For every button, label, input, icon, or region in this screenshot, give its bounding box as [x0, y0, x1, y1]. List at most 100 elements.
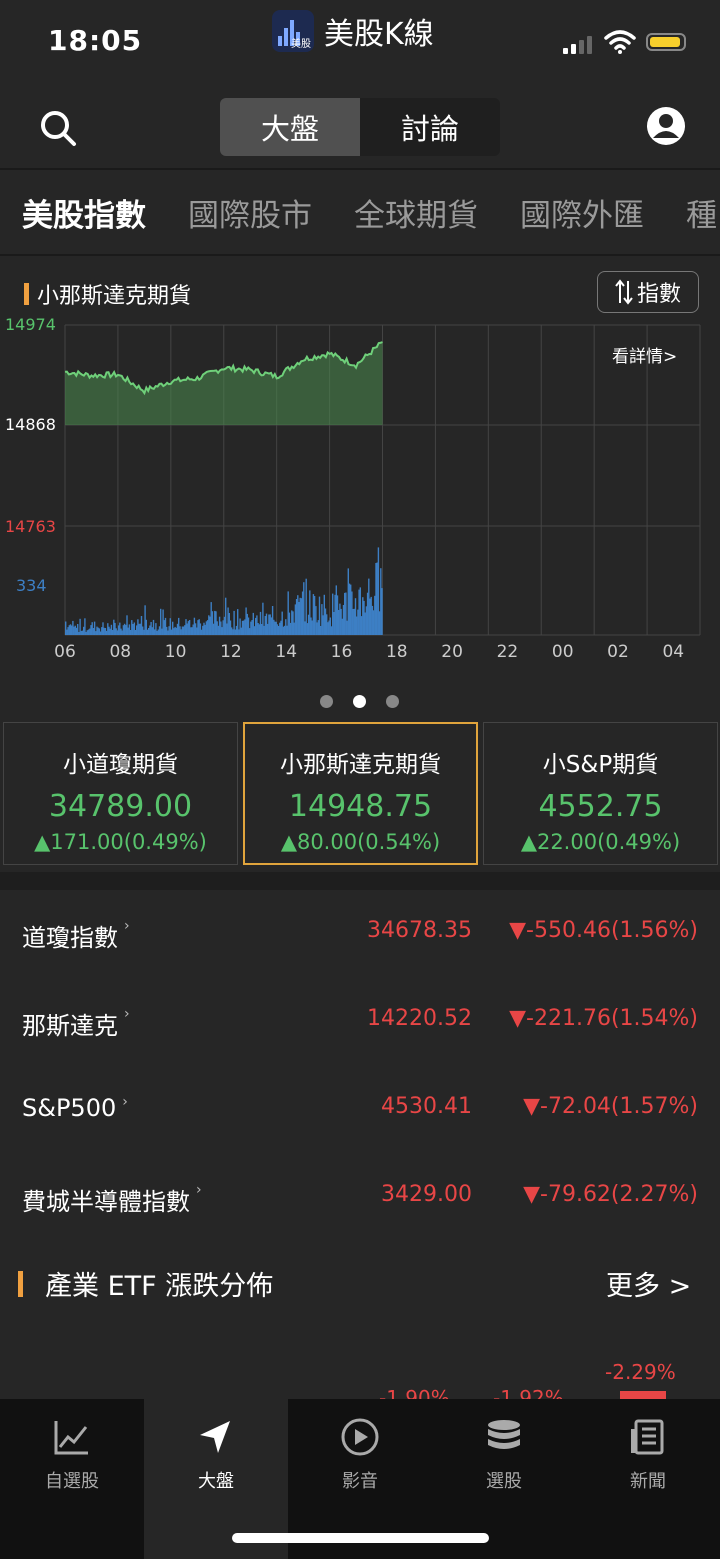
volume-bar — [170, 629, 173, 635]
index-price: 14220.52 — [367, 1006, 472, 1031]
volume-bar — [196, 627, 198, 635]
user-account-icon[interactable] — [646, 106, 686, 146]
tab-global-futures[interactable]: 全球期貨 — [354, 197, 478, 234]
volume-bar — [344, 592, 346, 635]
tab-intl-forex[interactable]: 國際外匯 — [520, 197, 644, 234]
volume-bar — [85, 631, 87, 635]
page-dot-1[interactable] — [320, 695, 333, 708]
view-detail-link[interactable]: 看詳情> — [612, 347, 678, 367]
battery-icon — [646, 33, 686, 51]
volume-bar — [378, 611, 381, 635]
volume-bar — [74, 625, 76, 635]
volume-bar — [204, 624, 206, 635]
index-name: 道瓊指數 — [22, 924, 118, 952]
etf-more-link[interactable]: 更多 > — [606, 1271, 692, 1302]
volume-bar — [286, 625, 288, 635]
tab-intl-stocks[interactable]: 國際股市 — [188, 197, 312, 234]
volume-bar — [285, 619, 287, 635]
nav-screener[interactable]: 選股 — [432, 1399, 576, 1559]
futures-card-nasdaq[interactable]: 小那斯達克期貨 14948.75 ▲80.00(0.54%) — [243, 722, 478, 865]
volume-bar — [271, 606, 274, 635]
volume-bar — [322, 615, 324, 635]
y-label-high: 14974 — [5, 315, 56, 334]
index-name: S&P500 — [22, 1094, 117, 1122]
index-row-dow[interactable]: 道瓊指數 › 34678.35 ▼-550.46(1.56%) — [0, 892, 720, 980]
nav-video[interactable]: 影音 — [288, 1399, 432, 1559]
volume-bar — [87, 629, 90, 635]
index-row-sp500[interactable]: S&P500 › 4530.41 ▼-72.04(1.57%) — [0, 1068, 720, 1156]
volume-bar — [115, 628, 117, 635]
volume-bar — [362, 597, 364, 635]
card-change: ▲171.00(0.49%) — [34, 830, 207, 854]
search-icon[interactable] — [38, 108, 78, 148]
tab-more[interactable]: 種 — [686, 197, 717, 234]
volume-bar — [101, 627, 103, 635]
nav-watchlist[interactable]: 自選股 — [0, 1399, 144, 1559]
x-tick-label: 12 — [220, 642, 242, 662]
volume-bar — [310, 617, 312, 635]
x-tick-label: 08 — [109, 642, 131, 662]
tabs-divider — [0, 254, 720, 256]
etf-section-title: 產業 ETF 漲跌分佈 — [18, 1264, 273, 1303]
intraday-chart[interactable]: 14974 14868 14763 334 06 08 10 12 14 16 18 20 22… — [0, 315, 720, 675]
volume-bar — [229, 620, 232, 635]
segment-discussion[interactable]: 討論 — [400, 112, 459, 146]
y-label-low: 14763 — [5, 517, 56, 536]
x-tick-label: 18 — [386, 642, 408, 662]
index-row-nasdaq[interactable]: 那斯達克 › 14220.52 ▼-221.76(1.54%) — [0, 980, 720, 1068]
tab-us-indices[interactable]: 美股指數 — [22, 197, 146, 234]
index-toggle-button[interactable]: 指數 — [597, 271, 699, 313]
volume-bar — [140, 616, 143, 635]
volume-bar — [234, 629, 236, 635]
volume-bar — [281, 611, 283, 635]
volume-bar — [251, 620, 253, 635]
etf-bar — [620, 1391, 666, 1399]
volume-bar — [277, 626, 280, 635]
volume-bar — [264, 616, 266, 635]
index-change: ▼-72.04(1.57%) — [523, 1094, 698, 1119]
volume-bar — [311, 620, 313, 635]
page-dot-2[interactable] — [353, 695, 366, 708]
futures-card-sp[interactable]: 小S&P期貨 4552.75 ▲22.00(0.49%) — [483, 722, 718, 865]
volume-bar — [231, 627, 233, 635]
status-time: 18:05 — [48, 24, 143, 57]
volume-bar — [352, 609, 354, 635]
swap-arrows-icon — [615, 279, 633, 305]
volume-bar — [66, 629, 68, 635]
volume-bar — [293, 622, 295, 635]
volume-bar — [332, 593, 334, 635]
futures-card-dow[interactable]: 小道瓊期貨 34789.00 ▲171.00(0.49%) — [3, 722, 238, 865]
segment-market[interactable]: 大盤 — [220, 98, 360, 156]
volume-bar — [259, 611, 262, 635]
volume-bar — [303, 582, 305, 635]
card-price: 34789.00 — [48, 789, 193, 824]
volume-bar — [136, 625, 138, 635]
volume-bar — [276, 624, 279, 635]
volume-bar — [191, 627, 193, 635]
volume-bar — [197, 620, 199, 635]
volume-bar — [68, 625, 70, 635]
app-logo-icon: 美股 — [272, 10, 314, 52]
volume-bar — [134, 630, 137, 635]
x-tick-label: 02 — [607, 642, 629, 662]
page-dot-3[interactable] — [386, 695, 399, 708]
volume-bar — [103, 627, 105, 635]
volume-bar — [93, 621, 96, 635]
x-tick-label: 20 — [441, 642, 463, 662]
y-label-mid: 14868 — [5, 415, 56, 434]
volume-bar — [351, 591, 353, 635]
volume-bar — [356, 616, 358, 635]
volume-bar — [307, 614, 310, 635]
nav-news[interactable]: 新聞 — [576, 1399, 720, 1559]
section-accent-bar — [24, 283, 29, 305]
volume-bar — [246, 613, 248, 635]
page-indicator[interactable] — [320, 695, 399, 708]
nav-market[interactable]: 大盤 — [144, 1399, 288, 1559]
card-name: 小S&P期貨 — [542, 752, 659, 778]
volume-bar — [306, 623, 309, 635]
app-logo-text: 美股 — [291, 39, 311, 50]
volume-bar — [142, 626, 144, 635]
index-row-sox[interactable]: 費城半導體指數 › 3429.00 ▼-79.62(2.27%) — [0, 1156, 720, 1244]
chevron-right-icon: › — [124, 918, 130, 934]
price-line — [64, 341, 383, 396]
